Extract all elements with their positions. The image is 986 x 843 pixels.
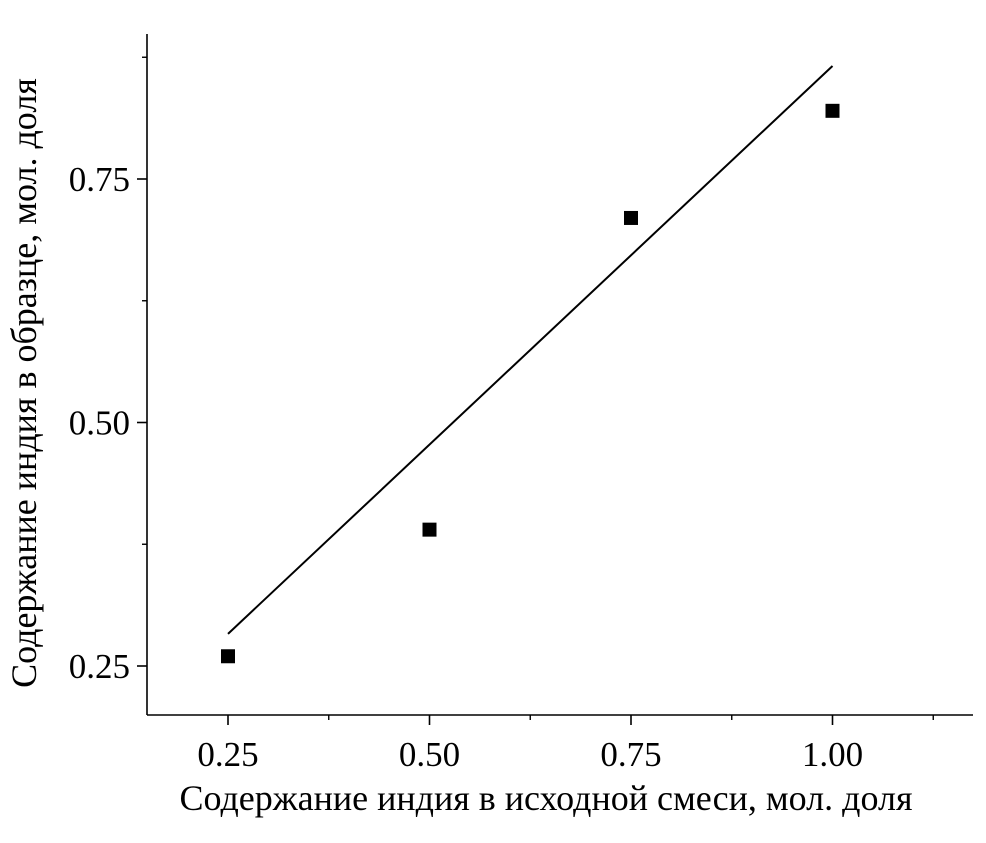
data-point [624, 210, 638, 225]
data-point [422, 522, 437, 537]
x-tick-labels: 0.25 0.50 0.75 1.00 [197, 735, 863, 774]
x-axis-title: Содержание индия в исходной смеси, мол. … [179, 778, 912, 818]
axes [137, 34, 973, 725]
y-tick-label: 0.50 [69, 404, 130, 443]
y-tick-label: 0.75 [69, 160, 130, 199]
y-axis-title: Содержание индия в образце, мол. доля [4, 78, 44, 688]
y-tick-label: 0.25 [69, 647, 130, 686]
fit-line [227, 65, 834, 635]
x-tick-label: 1.00 [802, 735, 863, 774]
y-tick-labels: 0.25 0.50 0.75 [69, 160, 130, 686]
data-point [825, 103, 840, 118]
data-point [221, 649, 235, 664]
x-tick-label: 0.25 [197, 735, 258, 774]
data-points [221, 103, 840, 664]
x-tick-label: 0.50 [399, 735, 460, 774]
fit-line-group [227, 65, 834, 635]
x-tick-label: 0.75 [600, 735, 661, 774]
